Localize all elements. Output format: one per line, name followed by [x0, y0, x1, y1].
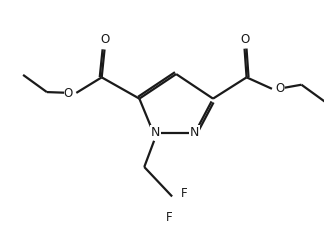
Text: O: O	[240, 33, 249, 46]
Text: N: N	[190, 126, 199, 139]
Text: O: O	[275, 82, 285, 95]
Text: O: O	[64, 86, 73, 99]
Text: F: F	[166, 210, 172, 223]
Text: O: O	[100, 33, 109, 46]
Text: N: N	[151, 126, 160, 139]
Text: F: F	[181, 186, 188, 199]
